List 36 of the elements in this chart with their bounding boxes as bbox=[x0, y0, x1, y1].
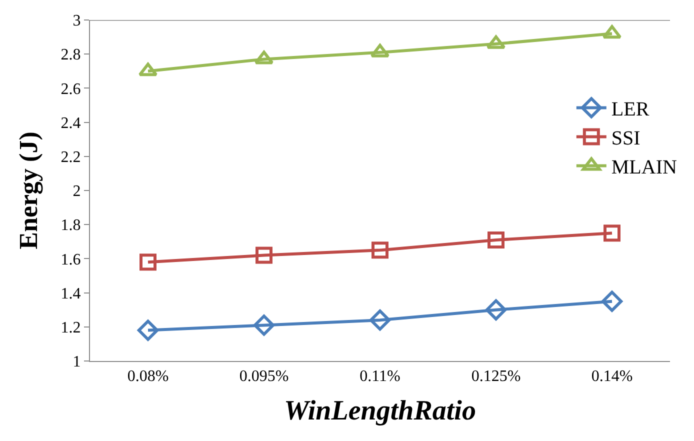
point bbox=[372, 242, 388, 259]
legend-label: MLAIN bbox=[611, 156, 677, 178]
x-tick-label: 0.08% bbox=[127, 368, 169, 386]
y-tick-label: 3 bbox=[72, 12, 81, 30]
y-tick-label: 1.8 bbox=[60, 217, 81, 234]
x-tick-label: 0.11% bbox=[360, 368, 400, 386]
point bbox=[486, 35, 506, 49]
y-tick-label: 2.4 bbox=[60, 114, 81, 132]
x-tick-label: 0.14% bbox=[591, 368, 633, 386]
y-tick-label: 1.2 bbox=[60, 320, 81, 336]
point bbox=[254, 50, 274, 64]
y-tick-label: 2.6 bbox=[60, 80, 81, 98]
x-tick-label: 0.095% bbox=[239, 368, 289, 386]
point bbox=[253, 314, 275, 336]
point bbox=[604, 224, 620, 242]
point bbox=[370, 44, 390, 58]
y-tick-label: 1 bbox=[72, 354, 81, 371]
point bbox=[140, 254, 156, 271]
point bbox=[602, 25, 622, 39]
x-tick-label: 0.125% bbox=[471, 368, 521, 386]
legend-label: SSI bbox=[611, 128, 640, 150]
y-tick-label: 2.8 bbox=[60, 46, 81, 64]
y-tick-label: 1.6 bbox=[60, 251, 81, 268]
point bbox=[137, 320, 159, 341]
point bbox=[485, 299, 507, 320]
point bbox=[369, 309, 391, 331]
point bbox=[601, 290, 623, 312]
y-tick-label: 2.2 bbox=[60, 149, 81, 166]
point bbox=[256, 246, 272, 264]
point bbox=[488, 231, 504, 248]
point bbox=[138, 62, 158, 76]
y-tick-label: 2 bbox=[72, 183, 81, 200]
x-axis-title: WinLengthRatio bbox=[284, 395, 476, 426]
y-tick-label: 1.4 bbox=[60, 285, 81, 302]
y-axis-title: Energy (J) bbox=[14, 132, 44, 250]
legend-label: LER bbox=[611, 98, 650, 120]
